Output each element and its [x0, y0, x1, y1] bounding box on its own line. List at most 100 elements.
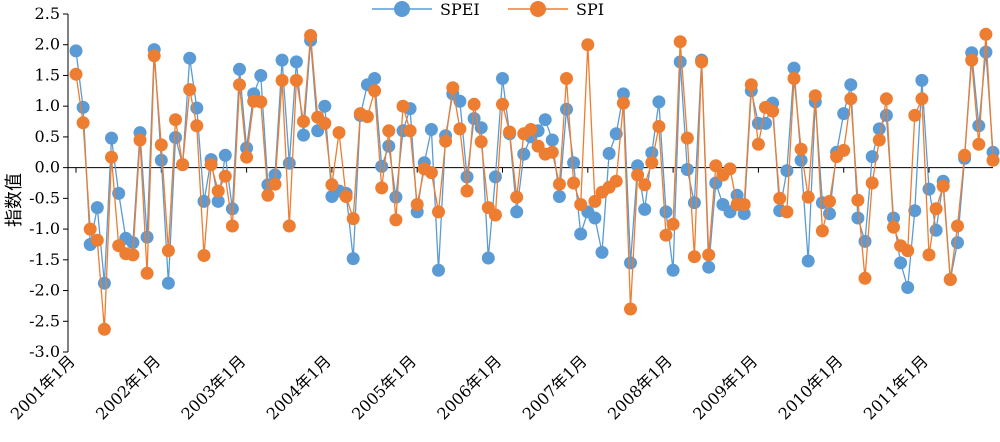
data-point-spei	[673, 55, 687, 69]
data-point-spei	[680, 163, 694, 176]
data-point-spi	[467, 97, 481, 111]
data-point-spi	[865, 176, 879, 190]
data-point-spi	[275, 73, 289, 87]
data-point-spei	[538, 113, 552, 127]
data-point-spi	[943, 273, 957, 286]
data-point-spei	[510, 205, 524, 219]
data-point-spi	[666, 217, 680, 231]
data-point-spi	[567, 176, 581, 190]
data-point-spei	[474, 121, 488, 135]
data-point-spi	[965, 53, 979, 67]
legend-spi-marker	[530, 1, 546, 17]
y-tick-label: -0.5	[29, 188, 60, 207]
data-point-spi	[460, 184, 474, 198]
data-point-spi	[872, 133, 886, 147]
data-point-spei	[161, 276, 175, 290]
data-point-spi	[147, 49, 161, 63]
data-point-spei	[837, 107, 851, 121]
data-point-spi	[368, 84, 382, 98]
data-point-spi	[815, 224, 829, 238]
data-point-spi	[161, 244, 175, 258]
x-axis: 2001年1月 2002年1月 2003年1月 2004年1月 2005年1月 2006年…	[7, 167, 993, 423]
data-point-spi	[503, 125, 517, 139]
data-point-spi	[218, 169, 232, 183]
data-point-spei	[908, 204, 922, 218]
data-point-spei	[154, 153, 168, 167]
data-point-spei	[894, 256, 908, 270]
legend-spi-label: SPI	[576, 0, 604, 19]
data-point-spi	[588, 194, 602, 208]
data-point-spei	[624, 256, 637, 270]
data-point-spi	[339, 190, 353, 203]
data-point-spi	[524, 123, 538, 136]
data-point-spi	[332, 126, 346, 140]
data-point-spei	[218, 148, 232, 162]
data-point-spei	[112, 186, 126, 200]
data-point-spi	[154, 138, 168, 152]
data-point-spi	[794, 142, 808, 156]
data-point-spei	[126, 236, 140, 250]
data-point-spi	[773, 191, 787, 205]
data-point-spi	[375, 181, 389, 195]
x-tick-label: 2003年1月	[177, 351, 249, 423]
data-point-spei	[574, 227, 588, 241]
data-point-spei	[844, 78, 858, 92]
data-point-spi	[474, 135, 488, 149]
data-point-spi	[723, 162, 737, 176]
data-point-spi	[552, 177, 566, 191]
data-point-spi	[289, 73, 303, 87]
x-tick-label: 2001年1月	[7, 351, 79, 423]
data-point-spei	[567, 156, 581, 170]
data-point-spi	[446, 81, 460, 95]
data-point-spei	[659, 205, 673, 219]
data-point-spi	[780, 205, 794, 219]
data-point-spi	[439, 134, 453, 148]
data-point-spi	[659, 228, 673, 242]
data-point-spei	[481, 251, 495, 265]
data-point-spi	[702, 248, 716, 262]
data-point-spi	[140, 266, 154, 280]
data-point-spei	[794, 153, 808, 167]
data-point-spei	[240, 141, 254, 155]
data-point-spi	[432, 205, 445, 219]
data-point-spei	[631, 159, 645, 173]
data-point-spei	[922, 182, 936, 196]
data-point-spei	[560, 102, 573, 116]
data-point-spei	[169, 131, 182, 144]
data-point-spei	[297, 128, 310, 142]
data-point-spei	[879, 108, 893, 122]
data-point-spei	[211, 194, 225, 208]
data-point-spi	[958, 148, 972, 162]
legend: SPEI SPI	[372, 0, 604, 19]
data-point-spi	[382, 124, 396, 138]
data-point-spei	[787, 61, 801, 75]
data-point-spi	[190, 119, 204, 133]
y-tick-label: 1.0	[35, 96, 60, 115]
data-point-spi	[496, 97, 509, 111]
data-point-spi	[176, 158, 190, 172]
x-tick-label: 2010年1月	[774, 351, 846, 423]
x-tick-label: 2002年1月	[92, 351, 164, 423]
data-point-spi	[97, 322, 111, 336]
data-point-spei	[76, 100, 90, 114]
data-point-spi	[887, 220, 900, 234]
data-point-spei	[289, 55, 303, 69]
data-point-spi	[837, 143, 851, 157]
data-point-spi	[624, 302, 637, 316]
data-point-spei	[851, 211, 865, 225]
data-point-spei	[318, 99, 332, 113]
data-point-spi	[609, 174, 623, 188]
data-point-spei	[687, 196, 701, 210]
data-point-spi	[979, 27, 993, 41]
data-point-spi	[986, 153, 1000, 167]
data-point-spi	[126, 248, 140, 262]
data-point-spei	[517, 147, 531, 161]
data-point-spei	[368, 72, 382, 85]
data-point-spi	[695, 55, 709, 69]
data-point-spei	[951, 236, 964, 250]
data-point-spei	[282, 156, 296, 170]
data-point-spi	[766, 104, 780, 118]
y-tick-label: 0.0	[35, 158, 60, 177]
y-tick-label: -1.5	[29, 250, 60, 269]
